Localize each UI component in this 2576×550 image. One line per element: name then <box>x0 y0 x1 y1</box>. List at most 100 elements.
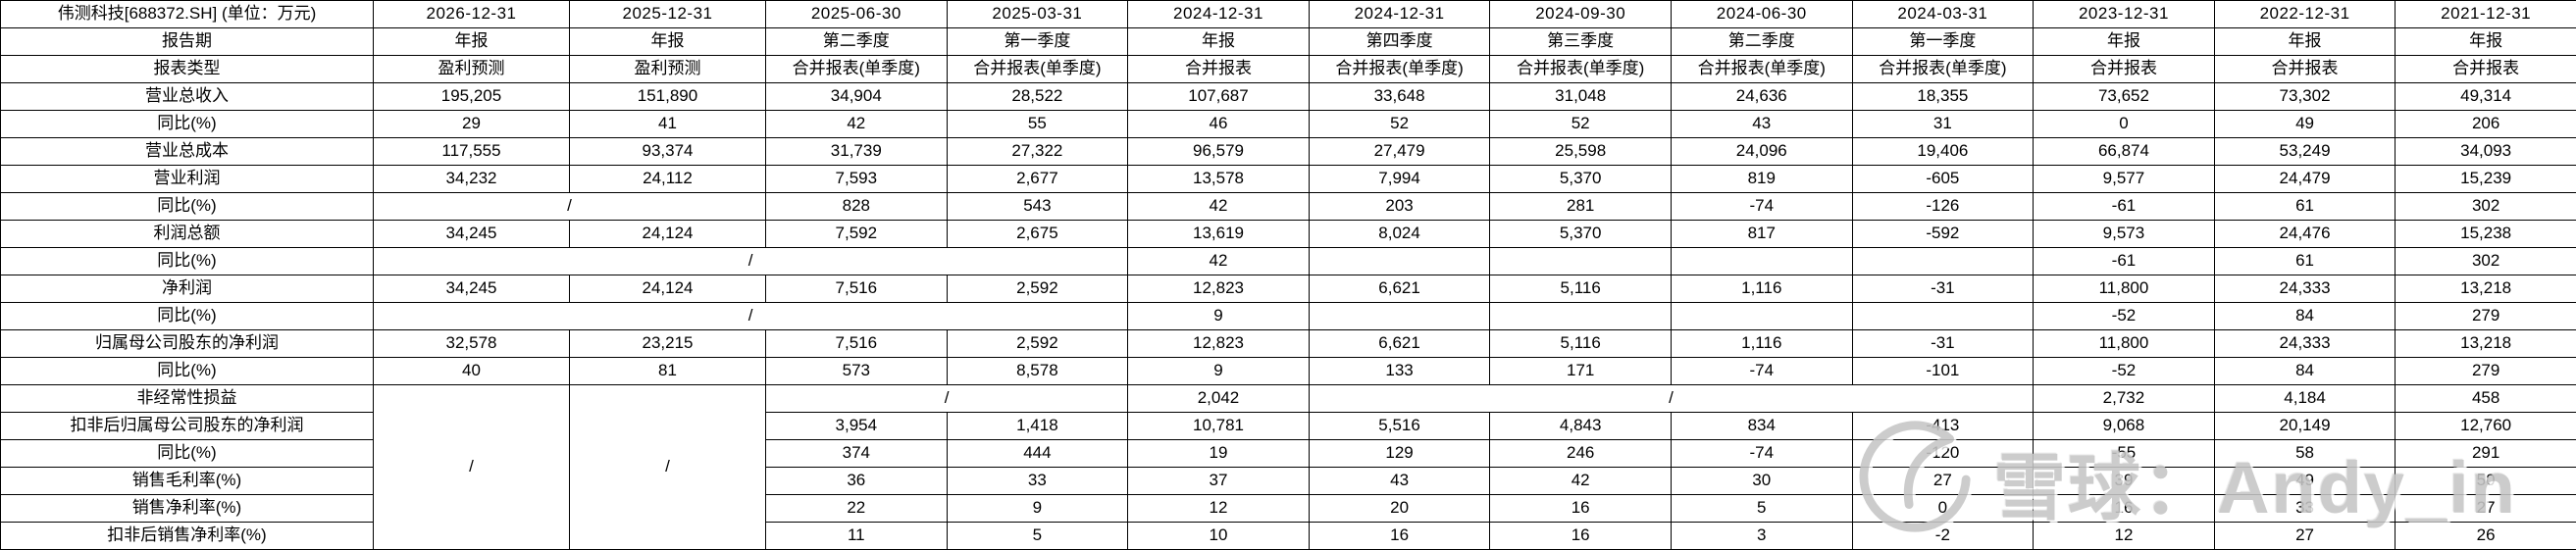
row-label-cell: 营业总成本 <box>0 137 374 166</box>
value-cell: 12,823 <box>1127 275 1310 303</box>
value-cell <box>1851 247 2035 275</box>
value-cell: / <box>373 384 570 550</box>
value-cell: 28,522 <box>946 82 1129 111</box>
value-cell: 42 <box>765 110 948 138</box>
value-cell: 61 <box>2213 192 2396 221</box>
value-cell: 32,578 <box>373 329 570 358</box>
date-header-cell: 2023-12-31 <box>2033 0 2215 28</box>
value-cell: -413 <box>1851 412 2035 440</box>
period-header-cell: 年报 <box>2033 27 2215 56</box>
value-cell: 5,370 <box>1489 220 1672 248</box>
value-cell: -592 <box>1851 220 2035 248</box>
value-cell: 31 <box>1851 110 2035 138</box>
table-row: 销售毛利率(%) 36 33 37 43 42 30 27 39 49 50 <box>0 467 2576 495</box>
value-cell: 24,096 <box>1670 137 1853 166</box>
value-cell: -605 <box>1851 165 2035 193</box>
header-row-type: 报表类型 盈利预测 盈利预测 合并报表(单季度) 合并报表(单季度) 合并报表 合并报表(单… <box>0 55 2576 83</box>
period-header-cell: 年报 <box>373 27 570 56</box>
value-cell: 73,652 <box>2033 82 2215 111</box>
value-cell: 279 <box>2395 357 2576 385</box>
value-cell: 129 <box>1308 439 1491 468</box>
row-label-cell: 同比(%) <box>0 302 374 330</box>
period-header-cell: 第二季度 <box>765 27 948 56</box>
value-cell: / <box>569 384 766 550</box>
value-cell: 16 <box>1489 494 1672 523</box>
value-cell: 279 <box>2395 302 2576 330</box>
value-cell: 1,116 <box>1670 329 1853 358</box>
value-cell: 4,843 <box>1489 412 1672 440</box>
row-label-cell: 同比(%) <box>0 357 374 385</box>
table-row: 同比(%) 40 81 573 8,578 9 133 171 -74 -101 -52 84 279 <box>0 357 2576 385</box>
value-cell: 12 <box>1127 494 1310 523</box>
table-row: 营业利润 34,232 24,112 7,593 2,677 13,578 7,994 5,3… <box>0 165 2576 193</box>
value-cell: 24,124 <box>569 275 766 303</box>
value-cell: 5 <box>946 522 1129 550</box>
table-row: 非经常性损益 / //2,042/2,732 4,184 458 <box>0 384 2576 550</box>
value-cell: 33 <box>946 467 1129 495</box>
row-label-cell: 利润总额 <box>0 220 374 248</box>
report-type-header-cell: 合并报表(单季度) <box>1489 55 1672 83</box>
value-cell: 52 <box>1489 110 1672 138</box>
period-header-cell: 第一季度 <box>946 27 1129 56</box>
value-cell: 73,302 <box>2213 82 2396 111</box>
row-label-cell: 同比(%) <box>0 110 374 138</box>
header-row-period: 报告期 年报 年报 第二季度 第一季度 年报 第四季度 第三季度 第二季度 第一季度 年报 年报 年报 <box>0 27 2576 56</box>
row-label-cell: 扣非后归属母公司股东的净利润 <box>0 412 374 440</box>
row-label-cell: 销售净利率(%) <box>0 494 374 523</box>
value-cell <box>1308 302 1491 330</box>
value-cell: 20 <box>1308 494 1491 523</box>
value-cell: 24,333 <box>2213 275 2396 303</box>
value-cell: 0 <box>1851 494 2035 523</box>
value-cell: 61 <box>2213 247 2396 275</box>
value-cell: -31 <box>1851 329 2035 358</box>
period-header-cell: 年报 <box>569 27 766 56</box>
period-header-cell: 年报 <box>1127 27 1310 56</box>
value-cell: 9 <box>1127 302 1310 330</box>
period-header-cell: 第三季度 <box>1489 27 1672 56</box>
value-cell: 16 <box>1308 522 1491 550</box>
report-type-header-cell: 盈利预测 <box>569 55 766 83</box>
value-cell: 43 <box>1670 110 1853 138</box>
table-row: 营业总成本 117,555 93,374 31,739 27,322 96,579 27,4… <box>0 137 2576 166</box>
value-cell: 819 <box>1670 165 1853 193</box>
value-cell: 133 <box>1308 357 1491 385</box>
value-cell: 1,116 <box>1670 275 1853 303</box>
value-cell: / <box>372 247 1129 275</box>
value-cell: 66,874 <box>2033 137 2215 166</box>
value-cell: 53,249 <box>2213 137 2396 166</box>
value-cell: 0 <box>2033 110 2215 138</box>
value-cell: 9,577 <box>2033 165 2215 193</box>
table-row: 营业总收入 195,205 151,890 34,904 28,522 107,687 33… <box>0 82 2576 111</box>
row-label-cell: 营业利润 <box>0 165 374 193</box>
value-cell: 117,555 <box>373 137 570 166</box>
value-cell: 19 <box>1127 439 1310 468</box>
value-cell: 34,232 <box>373 165 570 193</box>
value-cell: 10,781 <box>1127 412 1310 440</box>
period-header-cell: 年报 <box>2395 27 2576 56</box>
value-cell: 5,370 <box>1489 165 1672 193</box>
value-cell: 20,149 <box>2213 412 2396 440</box>
value-cell: 34,245 <box>373 220 570 248</box>
value-cell <box>1489 247 1672 275</box>
value-cell: 43 <box>1308 467 1491 495</box>
value-cell: 12 <box>2033 522 2215 550</box>
table-row: 同比(%) 29 41 42 55 46 52 52 43 31 0 49 206 <box>0 110 2576 138</box>
report-type-header-cell: 合并报表 <box>2033 55 2215 83</box>
value-cell: 40 <box>373 357 570 385</box>
row-label-cell: 非经常性损益 <box>0 384 374 413</box>
table-row: 归属母公司股东的净利润 32,578 23,215 7,516 2,592 12,823 6… <box>0 329 2576 358</box>
report-type-header-cell: 盈利预测 <box>373 55 570 83</box>
value-cell: 543 <box>946 192 1129 221</box>
row-label-cell: 同比(%) <box>0 247 374 275</box>
value-cell: 7,994 <box>1308 165 1491 193</box>
value-cell: 29 <box>373 110 570 138</box>
value-cell: 458 <box>2395 384 2576 413</box>
row-label-cell: 同比(%) <box>0 192 374 221</box>
date-header-cell: 2024-06-30 <box>1670 0 1853 28</box>
report-type-header-cell: 合并报表(单季度) <box>946 55 1129 83</box>
value-cell: 5,116 <box>1489 275 1672 303</box>
value-cell: 246 <box>1489 439 1672 468</box>
table-row: 销售净利率(%) 22 9 12 20 16 5 0 16 33 27 <box>0 494 2576 523</box>
value-cell: 81 <box>569 357 766 385</box>
value-cell: 12,823 <box>1127 329 1310 358</box>
